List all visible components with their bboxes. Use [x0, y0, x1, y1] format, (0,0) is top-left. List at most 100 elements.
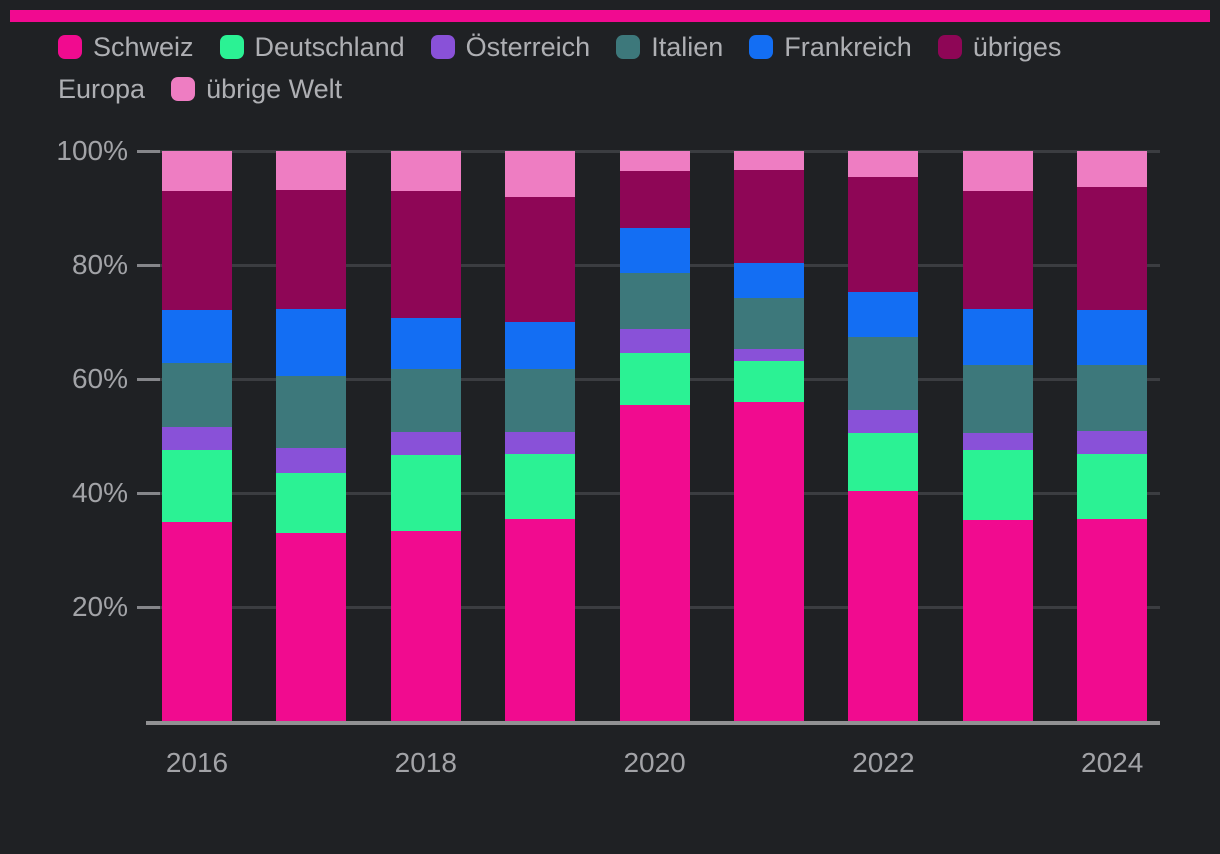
bar-segment-frankreich-2024[interactable]	[1077, 310, 1148, 365]
bar-segment-italien-2019[interactable]	[505, 369, 576, 433]
y-axis-label: 20%	[71, 591, 128, 622]
x-axis-label-2024: 2024	[1081, 747, 1144, 778]
bar-segment-frankreich-2023[interactable]	[962, 308, 1033, 366]
accent-bar	[10, 10, 1210, 22]
bar-segment-frankreich-2022[interactable]	[848, 291, 919, 337]
y-axis-label: 60%	[71, 363, 128, 394]
bar-segment-italien-2023[interactable]	[962, 365, 1033, 433]
bar-segment-italien-2016[interactable]	[162, 363, 232, 427]
bar-segment-übrige-welt-2019[interactable]	[505, 151, 576, 198]
bar-segment-frankreich-2021[interactable]	[734, 263, 804, 298]
bar-segment-österreich-2017[interactable]	[276, 447, 347, 474]
bar-segment-italien-2022[interactable]	[848, 336, 919, 411]
legend-item-schweiz[interactable]: Schweiz	[58, 32, 194, 62]
bar-segment-übrige-welt-2022[interactable]	[848, 151, 919, 178]
bar-segment-frankreich-2018[interactable]	[390, 318, 461, 369]
bar-segment-übriges-europa-2016[interactable]	[162, 191, 232, 311]
legend-color-swatch	[749, 35, 774, 59]
bar-segment-deutschland-2024[interactable]	[1077, 454, 1148, 520]
bar-segment-deutschland-2022[interactable]	[848, 432, 919, 492]
x-axis-label-2020: 2020	[623, 747, 686, 778]
bar-segment-österreich-2024[interactable]	[1077, 431, 1148, 455]
bar-segment-übrige-welt-2020[interactable]	[619, 151, 690, 171]
bar-2018	[390, 151, 461, 721]
bar-segment-frankreich-2016[interactable]	[162, 310, 232, 364]
y-axis-tick	[137, 378, 160, 381]
bar-segment-übrige-welt-2016[interactable]	[162, 151, 232, 192]
bar-segment-übriges-europa-2023[interactable]	[962, 191, 1033, 309]
bar-segment-frankreich-2020[interactable]	[619, 227, 690, 273]
bar-segment-österreich-2020[interactable]	[619, 328, 690, 353]
bar-segment-deutschland-2016[interactable]	[162, 450, 232, 522]
bar-segment-italien-2020[interactable]	[619, 272, 690, 329]
legend-item-italien[interactable]: Italien	[616, 32, 723, 62]
bar-segment-schweiz-2016[interactable]	[162, 521, 232, 721]
legend-color-swatch	[616, 35, 641, 59]
chart-legend: Schweiz Deutschland Österreich Italien Frank…	[58, 26, 1158, 110]
bar-segment-übrige-welt-2017[interactable]	[276, 151, 347, 191]
bar-segment-italien-2021[interactable]	[734, 297, 804, 349]
bar-segment-österreich-2022[interactable]	[848, 410, 919, 433]
bar-segment-schweiz-2018[interactable]	[390, 531, 461, 721]
x-axis-label-2022: 2022	[852, 747, 915, 778]
bar-2022	[848, 151, 919, 721]
legend-item-deutschland[interactable]: Deutschland	[219, 32, 405, 62]
legend-item-übriges-europa[interactable]: übriges Europa	[58, 32, 1062, 104]
bar-segment-österreich-2016[interactable]	[162, 426, 232, 451]
bar-segment-übriges-europa-2018[interactable]	[390, 190, 461, 319]
legend-color-swatch	[58, 35, 82, 59]
bar-2021	[734, 151, 804, 721]
bar-segment-übrige-welt-2023[interactable]	[962, 151, 1033, 192]
y-axis-label: 40%	[71, 477, 128, 508]
x-axis-label-2018: 2018	[394, 747, 457, 778]
bar-segment-schweiz-2020[interactable]	[619, 405, 690, 721]
x-axis-line	[146, 721, 1160, 725]
bar-segment-übriges-europa-2017[interactable]	[276, 190, 347, 310]
legend-color-swatch	[430, 35, 455, 59]
legend-color-swatch	[219, 35, 244, 59]
bar-segment-schweiz-2022[interactable]	[848, 491, 919, 721]
bar-2023	[962, 151, 1033, 721]
bar-segment-schweiz-2023[interactable]	[962, 519, 1033, 721]
bar-segment-schweiz-2021[interactable]	[734, 402, 804, 721]
legend-item-österreich[interactable]: Österreich	[430, 32, 590, 62]
y-axis-tick	[137, 150, 160, 153]
y-axis-tick	[137, 492, 160, 495]
bar-segment-österreich-2018[interactable]	[390, 432, 461, 456]
bar-segment-frankreich-2017[interactable]	[276, 309, 347, 376]
bar-segment-übriges-europa-2024[interactable]	[1077, 186, 1148, 311]
bar-segment-österreich-2019[interactable]	[505, 432, 576, 455]
bar-2019	[505, 151, 576, 721]
bar-segment-übrige-welt-2018[interactable]	[390, 151, 461, 191]
bar-segment-deutschland-2017[interactable]	[276, 473, 347, 533]
x-axis-label-2016: 2016	[165, 747, 229, 778]
bar-segment-übriges-europa-2022[interactable]	[848, 177, 919, 292]
legend-item-frankreich[interactable]: Frankreich	[749, 32, 912, 62]
bar-segment-österreich-2023[interactable]	[962, 432, 1033, 450]
bar-segment-schweiz-2024[interactable]	[1077, 519, 1148, 721]
bar-segment-frankreich-2019[interactable]	[505, 322, 576, 370]
bar-segment-italien-2017[interactable]	[276, 375, 347, 448]
bar-2020	[619, 151, 690, 721]
bar-2016	[162, 151, 232, 721]
bar-segment-übriges-europa-2021[interactable]	[734, 170, 804, 264]
bar-segment-deutschland-2019[interactable]	[505, 454, 576, 519]
bar-segment-italien-2018[interactable]	[390, 368, 461, 433]
bar-segment-österreich-2021[interactable]	[734, 348, 804, 362]
bar-segment-übriges-europa-2019[interactable]	[505, 197, 576, 322]
legend-item-übrige-welt[interactable]: übrige Welt	[171, 74, 342, 104]
bar-segment-deutschland-2020[interactable]	[619, 352, 690, 406]
bar-segment-italien-2024[interactable]	[1077, 364, 1148, 432]
bar-segment-übrige-welt-2021[interactable]	[734, 151, 804, 171]
bar-segment-deutschland-2021[interactable]	[734, 361, 804, 403]
bar-segment-schweiz-2017[interactable]	[276, 532, 347, 721]
bar-segment-übriges-europa-2020[interactable]	[619, 170, 690, 228]
bar-2024	[1077, 151, 1148, 721]
bar-segment-deutschland-2018[interactable]	[390, 455, 461, 532]
bar-segment-übrige-welt-2024[interactable]	[1077, 151, 1148, 187]
bar-segment-schweiz-2019[interactable]	[505, 518, 576, 721]
legend-color-swatch	[171, 77, 196, 101]
y-axis-tick	[137, 264, 160, 267]
bar-segment-deutschland-2023[interactable]	[962, 449, 1033, 520]
bar-2017	[276, 151, 347, 721]
